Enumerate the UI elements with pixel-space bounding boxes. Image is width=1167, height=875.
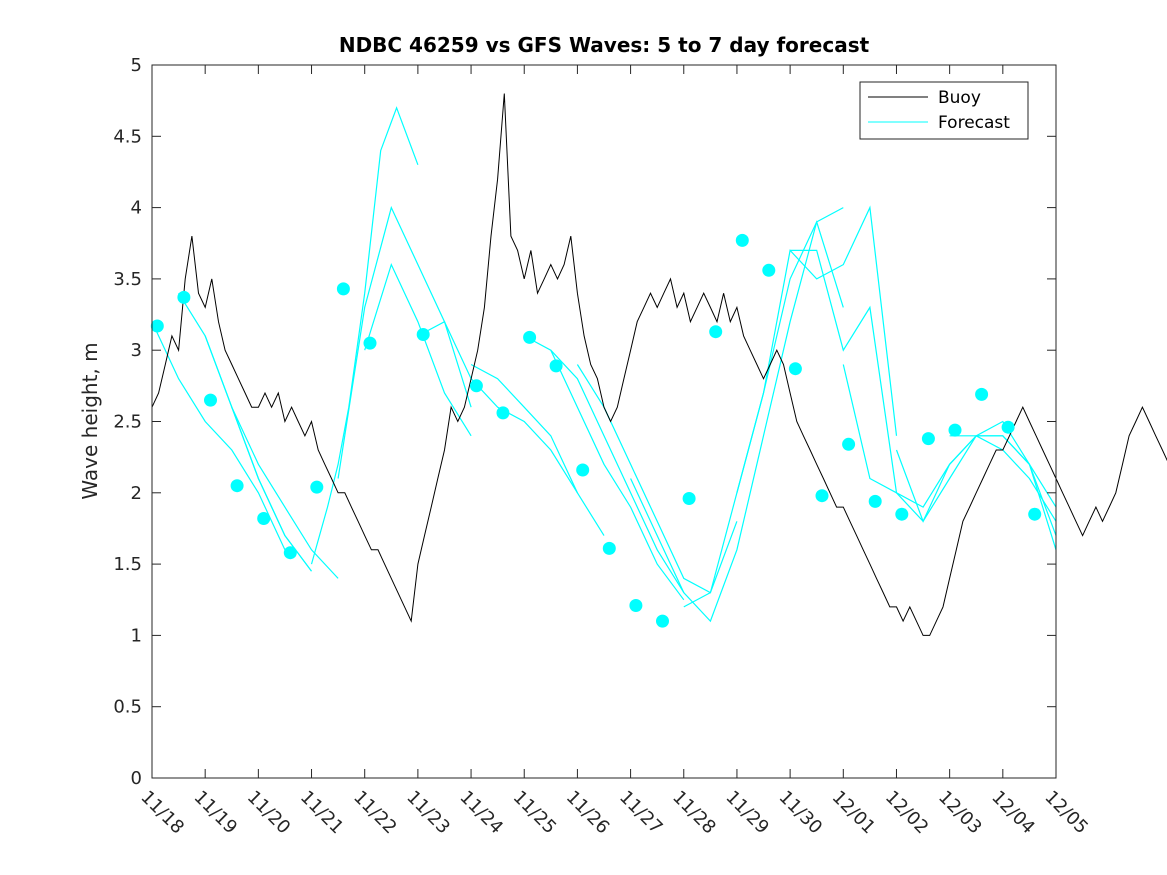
forecast-marker [602, 541, 616, 555]
forecast-line [151, 321, 286, 551]
y-axis: 0 0.5 1 1.5 2 2.5 3 3.5 4 4.5 5 [113, 55, 1056, 789]
forecast-line [630, 207, 844, 623]
forecast-marker [868, 494, 882, 508]
y-tick-label: 0 [131, 768, 142, 789]
forecast-line [470, 363, 605, 536]
forecast-line [310, 106, 419, 565]
y-tick-label: 3 [131, 340, 142, 361]
forecast-marker [204, 393, 217, 407]
forecast-marker [310, 480, 324, 494]
forecast-marker [815, 489, 829, 503]
forecast-marker [1028, 507, 1042, 521]
forecast-marker [549, 359, 563, 373]
y-tick-label: 2 [131, 483, 142, 504]
forecast-marker [283, 546, 297, 560]
y-axis-label: Wave height, m [78, 342, 102, 499]
forecast-marker [496, 406, 510, 420]
y-tick-label: 3.5 [113, 269, 142, 290]
forecast-marker [735, 233, 749, 247]
legend-box [859, 81, 1029, 140]
forecast-marker [257, 512, 271, 525]
forecast-line [337, 205, 472, 479]
forecast-series [151, 106, 1057, 623]
forecast-marker [788, 362, 802, 376]
forecast-line [736, 205, 898, 493]
forecast-marker [709, 325, 723, 339]
forecast-marker [576, 463, 590, 477]
forecast-marker [469, 379, 483, 393]
y-tick-label: 1 [131, 625, 142, 646]
forecast-marker [682, 492, 696, 505]
forecast-marker [629, 599, 643, 612]
forecast-marker [363, 336, 377, 350]
buoy-series [151, 93, 1167, 636]
forecast-line [417, 320, 578, 494]
y-tick-label: 2.5 [113, 412, 142, 433]
forecast-marker [656, 614, 669, 628]
forecast-markers [150, 233, 1042, 628]
legend-label-forecast: Forecast [938, 113, 1010, 133]
y-tick-label: 1.5 [113, 554, 142, 575]
forecast-marker [762, 263, 776, 277]
plot-area [152, 65, 1056, 778]
forecast-marker [150, 319, 164, 333]
forecast-line [550, 349, 685, 593]
y-tick-label: 5 [131, 55, 142, 76]
y-tick-label: 0.5 [113, 697, 142, 718]
y-tick-label: 4.5 [113, 126, 142, 147]
forecast-marker [177, 290, 191, 304]
forecast-marker [948, 423, 962, 437]
forecast-marker [842, 437, 856, 451]
forecast-marker [1001, 420, 1015, 434]
forecast-marker [921, 432, 935, 446]
forecast-line [364, 262, 472, 437]
forecast-marker [336, 282, 350, 296]
forecast-marker [416, 328, 430, 341]
buoy-line [151, 93, 1167, 636]
legend: Buoy Forecast [859, 81, 1029, 140]
forecast-marker [230, 479, 244, 493]
forecast-line [231, 406, 339, 579]
forecast-marker [975, 387, 989, 401]
forecast-marker [523, 330, 537, 344]
forecast-marker [895, 507, 909, 521]
y-tick-label: 4 [131, 198, 142, 219]
legend-label-buoy: Buoy [938, 88, 981, 108]
chart-title: NDBC 46259 vs GFS Waves: 5 to 7 day fore… [339, 33, 870, 57]
